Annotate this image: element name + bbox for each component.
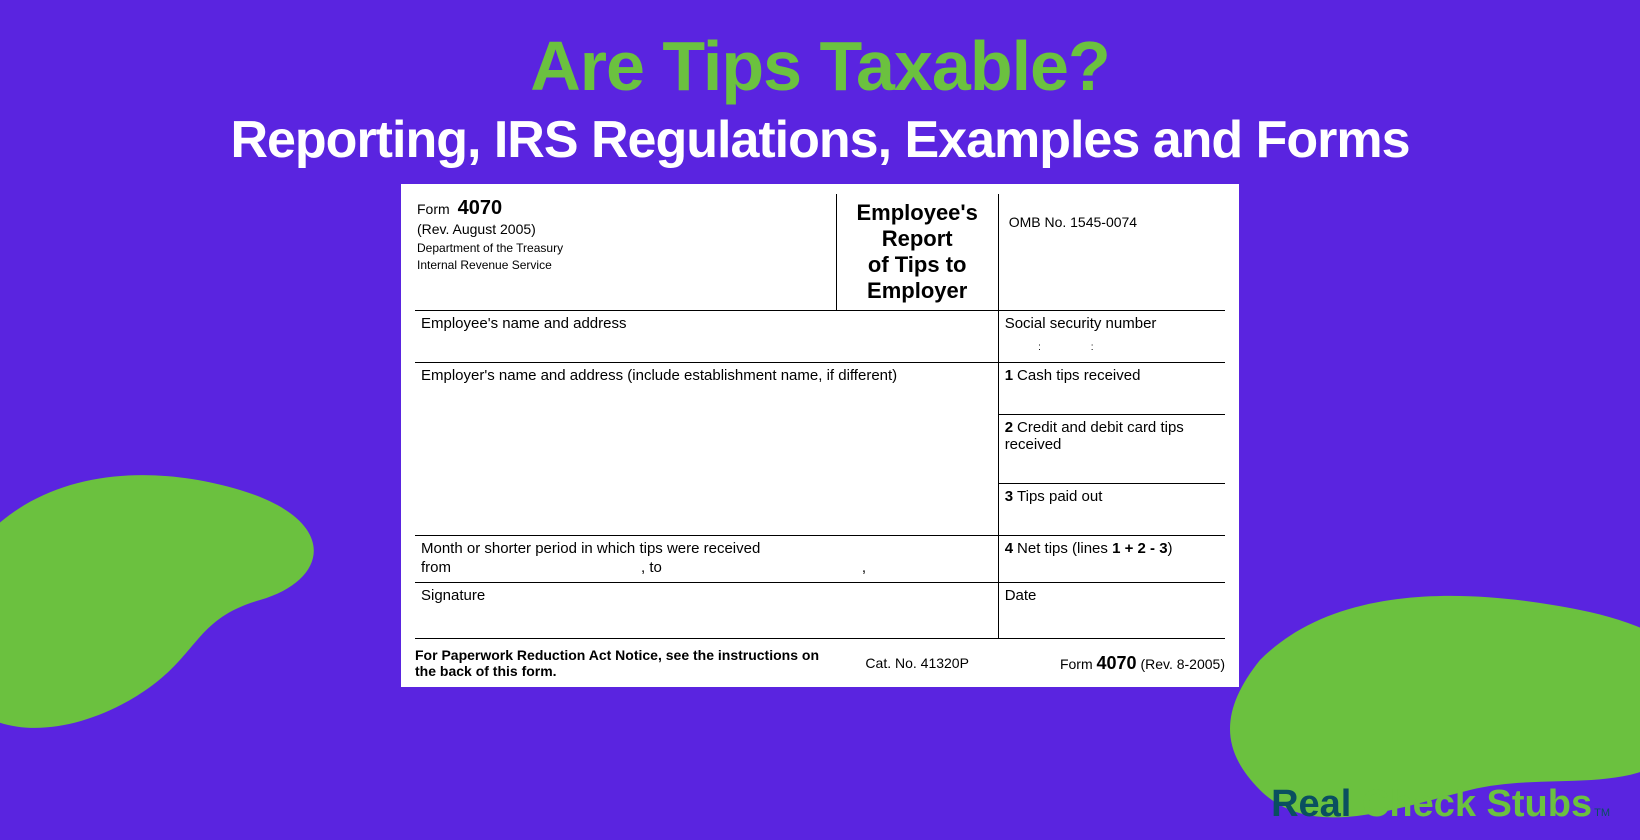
dept-line-1: Department of the Treasury — [417, 241, 830, 256]
line-2-label: Credit and debit card tips received — [1005, 419, 1184, 453]
line-4-formula: 1 + 2 - 3 — [1112, 540, 1167, 557]
form-word: Form — [417, 201, 450, 217]
line-4-net-tips: 4Net tips (lines 1 + 2 - 3) — [998, 536, 1225, 583]
ssn-separator-dots: : : — [1005, 332, 1219, 353]
form-title-line-1: Employee's Report — [845, 200, 990, 252]
ssn-field: Social security number : : — [998, 311, 1225, 363]
form-number: 4070 — [458, 197, 503, 219]
footer-form-word: Form — [1060, 656, 1093, 672]
from-label: from — [421, 559, 451, 576]
line-4-post: ) — [1168, 540, 1173, 557]
line-1-cash-tips: 1Cash tips received — [998, 363, 1225, 415]
form-header-left: Form 4070 (Rev. August 2005) Department o… — [415, 194, 836, 311]
footer-revision: (Rev. 8-2005) — [1140, 656, 1225, 672]
signature-field: Signature — [415, 583, 998, 639]
omb-number: OMB No. 1545-0074 — [998, 194, 1225, 311]
paperwork-notice: For Paperwork Reduction Act Notice, see … — [415, 639, 836, 680]
decorative-blob-left — [0, 430, 360, 750]
brand-tm: TM — [1594, 807, 1610, 819]
employee-name-field: Employee's name and address — [415, 311, 998, 363]
brand-word-2: Check Stubs — [1362, 783, 1592, 825]
catalog-number: Cat. No. 41320P — [836, 639, 998, 680]
period-from-to: from, to, — [415, 559, 998, 583]
dept-line-2: Internal Revenue Service — [417, 258, 830, 273]
footer-form-number: 4070 — [1097, 653, 1137, 673]
form-revision: (Rev. August 2005) — [417, 221, 536, 237]
employer-name-field: Employer's name and address (include est… — [415, 363, 998, 536]
ssn-label: Social security number — [1005, 315, 1157, 332]
line-1-label: Cash tips received — [1017, 367, 1140, 384]
line-2-card-tips: 2Credit and debit card tips received — [998, 415, 1225, 484]
subheadline: Reporting, IRS Regulations, Examples and… — [0, 110, 1640, 170]
footer-form-ref: Form 4070 (Rev. 8-2005) — [998, 639, 1225, 680]
form-title-line-2: of Tips to Employer — [845, 252, 990, 304]
headline: Are Tips Taxable? — [0, 0, 1640, 106]
to-label: , to — [641, 559, 662, 576]
date-field: Date — [998, 583, 1225, 639]
line-3-tips-out: 3Tips paid out — [998, 484, 1225, 536]
irs-form-4070: Form4070 (Rev. August 2005) Department o… — [401, 184, 1239, 687]
brand-logo: Real Check StubsTM — [1271, 783, 1610, 826]
brand-word-1: Real — [1271, 783, 1351, 825]
line-4-pre: Net tips (lines — [1017, 540, 1112, 557]
period-label: Month or shorter period in which tips we… — [415, 536, 998, 560]
line-3-label: Tips paid out — [1017, 488, 1102, 505]
form-title: Employee's Report of Tips to Employer — [836, 194, 998, 311]
